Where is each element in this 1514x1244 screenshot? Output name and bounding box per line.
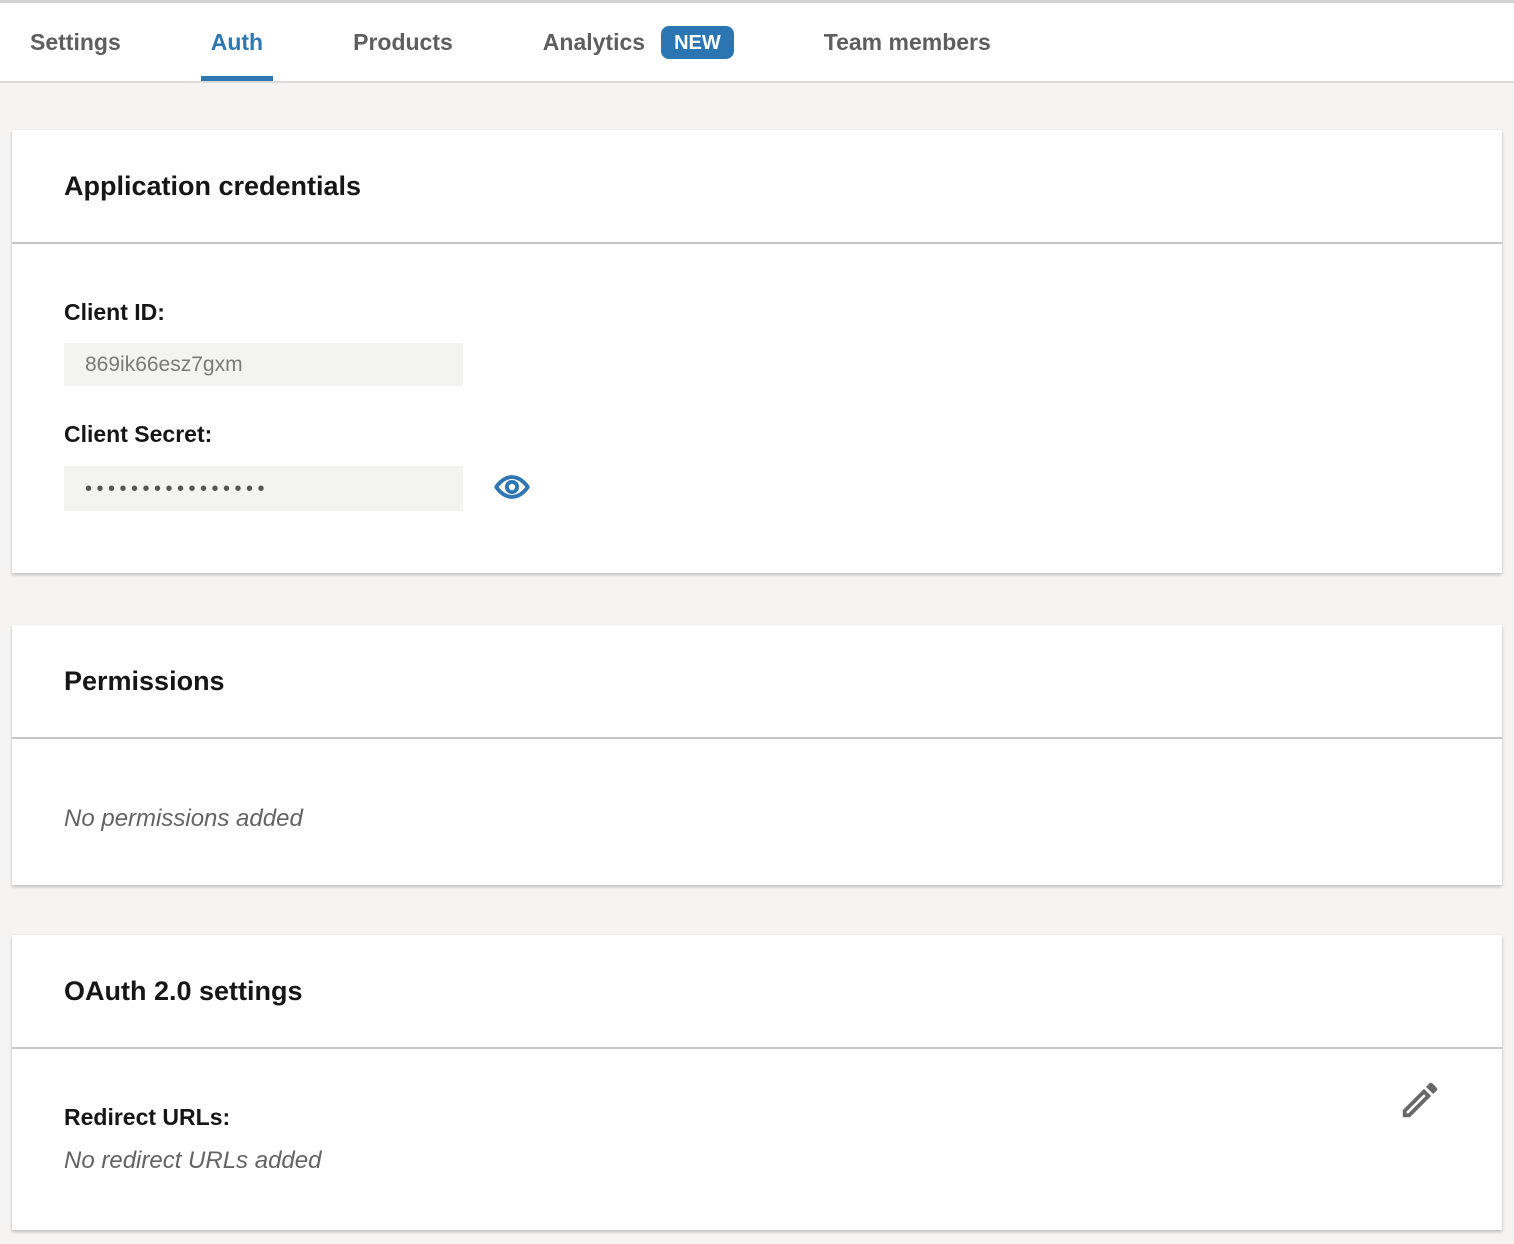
application-credentials-card: Application credentials Client ID: 869ik…: [12, 130, 1502, 573]
tab-products[interactable]: Products: [343, 3, 463, 81]
new-badge: NEW: [661, 25, 734, 59]
page-top-divider: [0, 0, 1514, 3]
tab-settings[interactable]: Settings: [20, 3, 131, 81]
tab-analytics[interactable]: Analytics NEW: [533, 3, 744, 81]
pencil-icon: [1397, 1077, 1443, 1126]
edit-redirect-urls-button[interactable]: [1396, 1077, 1444, 1125]
tab-auth-label: Auth: [210, 28, 264, 55]
permissions-card: Permissions No permissions added: [12, 625, 1502, 885]
tab-analytics-label: Analytics: [542, 28, 646, 55]
tab-products-label: Products: [353, 28, 453, 55]
application-credentials-title: Application credentials: [12, 130, 1502, 244]
page-content: Application credentials Client ID: 869ik…: [0, 130, 1514, 1230]
client-id-value: 869ik66esz7gxm: [64, 343, 463, 386]
reveal-secret-button[interactable]: [493, 470, 531, 508]
client-secret-masked-value: ••••••••••••••••: [64, 466, 463, 511]
permissions-empty-text: No permissions added: [64, 805, 303, 832]
tab-settings-label: Settings: [30, 28, 121, 55]
eye-icon: [494, 469, 530, 508]
redirect-urls-empty-text: No redirect URLs added: [64, 1147, 322, 1174]
client-secret-label: Client Secret:: [64, 421, 213, 447]
tab-auth[interactable]: Auth: [201, 3, 273, 81]
tab-team-members-label: Team members: [823, 28, 991, 55]
redirect-urls-label: Redirect URLs:: [64, 1104, 231, 1130]
app-tab-bar: Settings Auth Products Analytics NEW Tea…: [0, 3, 1514, 83]
oauth-settings-title: OAuth 2.0 settings: [12, 935, 1502, 1049]
permissions-title: Permissions: [12, 625, 1502, 739]
client-id-label: Client ID:: [64, 299, 165, 325]
tab-team-members[interactable]: Team members: [814, 3, 1001, 81]
oauth-settings-card: OAuth 2.0 settings Redirect URLs: No red…: [12, 935, 1502, 1230]
